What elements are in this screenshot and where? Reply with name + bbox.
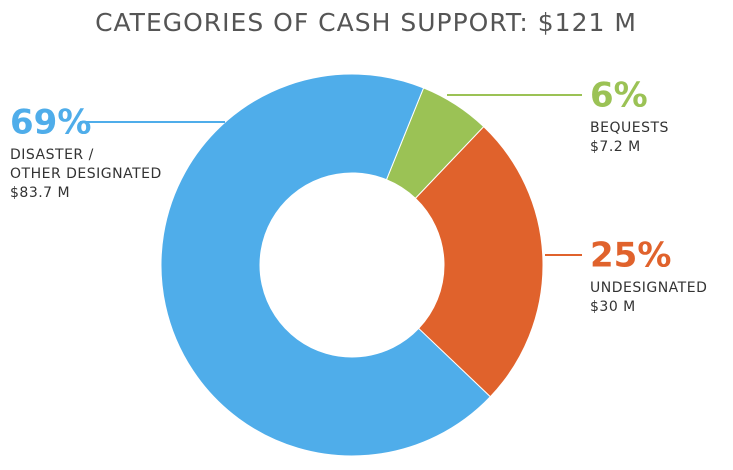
category-label: UNDESIGNATED (590, 280, 707, 296)
donut-slice (414, 125, 544, 398)
amount-label: $7.2 M (590, 139, 641, 155)
category-label: OTHER DESIGNATED (10, 166, 162, 182)
amount-label: $83.7 M (10, 185, 70, 201)
category-label: BEQUESTS (590, 120, 669, 136)
category-label: DISASTER / (10, 147, 94, 163)
chart-title: CATEGORIES OF CASH SUPPORT: $121 M (95, 8, 637, 37)
donut-slice (160, 73, 492, 457)
percent-label: 69% (10, 103, 91, 143)
percent-label: 6% (590, 76, 648, 116)
amount-label: $30 M (590, 299, 636, 315)
percent-label: 25% (590, 236, 671, 276)
